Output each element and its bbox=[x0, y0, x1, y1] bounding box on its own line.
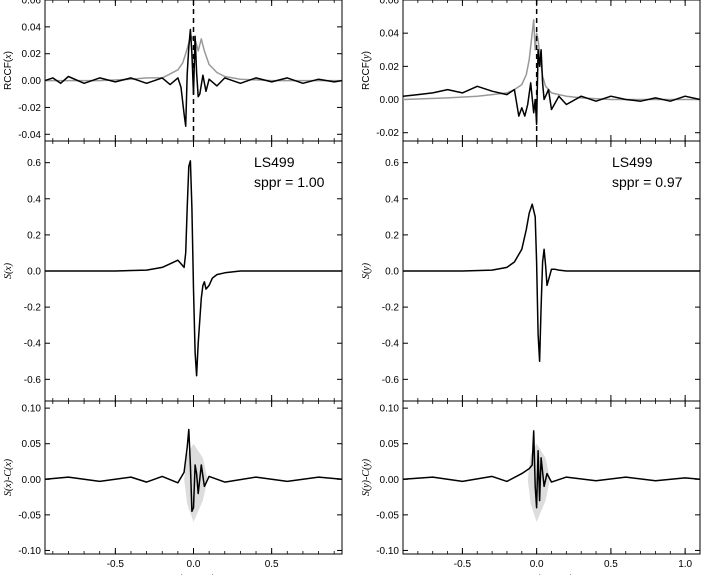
series-line bbox=[44, 428, 343, 513]
y-tick-label: 0.2 bbox=[27, 230, 41, 241]
y-tick-label: -0.05 bbox=[18, 510, 41, 521]
y-tick-label: 0.4 bbox=[385, 194, 399, 205]
plot-frame bbox=[402, 0, 701, 142]
y-tick-label: 0.2 bbox=[385, 230, 399, 241]
y-tick-label: -0.6 bbox=[24, 375, 42, 386]
y-tick-label: -0.10 bbox=[376, 546, 399, 557]
series-line bbox=[44, 28, 343, 127]
y-tick-label: -0.4 bbox=[24, 339, 42, 350]
series-line bbox=[402, 19, 700, 101]
series-line bbox=[45, 35, 342, 82]
panel-left-bot: -0.10 -0.05 0.00 0.05 0.10 -0.5 0.0 0.5 S(x)-C(x… bbox=[3, 400, 343, 575]
panel-right-bot: -0.10 -0.05 0.00 0.05 0.10 -0.5 0.0 0.5 1.0 S(y)-… bbox=[361, 400, 701, 575]
y-axis-label: S(x)-C(x) bbox=[3, 458, 14, 496]
panel-left-top: -0.04 -0.02 0.00 0.02 0.04 0.06 RCCF(x) bbox=[3, 0, 343, 142]
y-tick-label: 0.06 bbox=[380, 0, 400, 7]
y-tick-label: 0.00 bbox=[22, 76, 42, 87]
series-line bbox=[402, 49, 701, 126]
y-tick-label: 0.02 bbox=[22, 49, 42, 60]
panel-left-mid: -0.6 -0.4 -0.2 0.0 0.2 0.4 0.6 S(x) LS499 sppr = … bbox=[3, 140, 343, 402]
y-tick-label: 0.06 bbox=[22, 0, 42, 7]
y-axis-label: S(y)-C(y) bbox=[361, 458, 372, 496]
y-tick-label: -0.04 bbox=[18, 130, 41, 141]
annotation-text: LS499 bbox=[254, 154, 295, 170]
series-line bbox=[402, 430, 701, 509]
plot-frame bbox=[402, 400, 701, 555]
y-tick-label: -0.4 bbox=[382, 339, 400, 350]
y-tick-label: 0.4 bbox=[27, 194, 41, 205]
y-axis-label: RCCF(y) bbox=[361, 51, 372, 90]
y-tick-label: -0.05 bbox=[376, 510, 399, 521]
y-tick-label: 0.00 bbox=[22, 475, 42, 486]
y-tick-label: 0.00 bbox=[380, 95, 400, 106]
panel-right-mid: -0.6 -0.4 -0.2 0.0 0.2 0.4 0.6 S(y) LS499 sppr = … bbox=[361, 140, 701, 402]
y-axis-label: S(x) bbox=[3, 262, 14, 279]
y-tick-label: -0.2 bbox=[382, 303, 400, 314]
y-tick-label: 0.6 bbox=[27, 158, 41, 169]
annotation-text: LS499 bbox=[612, 154, 653, 170]
x-tick-label: 0.0 bbox=[187, 559, 201, 570]
y-tick-label: -0.10 bbox=[18, 546, 41, 557]
y-tick-label: 0.05 bbox=[22, 439, 42, 450]
x-tick-label: 1.0 bbox=[678, 559, 692, 570]
y-tick-label: 0.05 bbox=[380, 439, 400, 450]
x-tick-label: -0.5 bbox=[454, 559, 472, 570]
y-tick-label: 0.10 bbox=[22, 404, 42, 415]
y-tick-label: -0.6 bbox=[382, 375, 400, 386]
x-tick-label: 0.5 bbox=[265, 559, 279, 570]
y-tick-label: 0.00 bbox=[380, 475, 400, 486]
x-tick-label: 0.5 bbox=[604, 559, 618, 570]
y-tick-label: -0.02 bbox=[18, 103, 41, 114]
y-axis-label: S(y) bbox=[361, 262, 372, 279]
y-tick-label: -0.2 bbox=[24, 303, 42, 314]
y-tick-label: 0.02 bbox=[380, 62, 400, 73]
y-tick-label: 0.0 bbox=[27, 267, 41, 278]
series-line bbox=[45, 160, 342, 377]
x-tick-label: 0.0 bbox=[530, 559, 544, 570]
annotation-text: sppr = 1.00 bbox=[254, 174, 325, 190]
y-tick-label: 0.10 bbox=[380, 404, 400, 415]
series-line bbox=[403, 203, 700, 363]
y-tick-label: 0.04 bbox=[22, 22, 42, 33]
y-tick-label: 0.6 bbox=[385, 158, 399, 169]
annotation-text: sppr = 0.97 bbox=[612, 174, 683, 190]
y-tick-label: -0.02 bbox=[376, 128, 399, 139]
y-tick-label: 0.04 bbox=[380, 29, 400, 40]
panel-right-top: -0.02 0.00 0.02 0.04 0.06 RCCF(y) bbox=[361, 0, 701, 142]
y-axis-label: RCCF(x) bbox=[3, 51, 14, 90]
y-tick-label: 0.0 bbox=[385, 267, 399, 278]
x-tick-label: -0.5 bbox=[107, 559, 125, 570]
